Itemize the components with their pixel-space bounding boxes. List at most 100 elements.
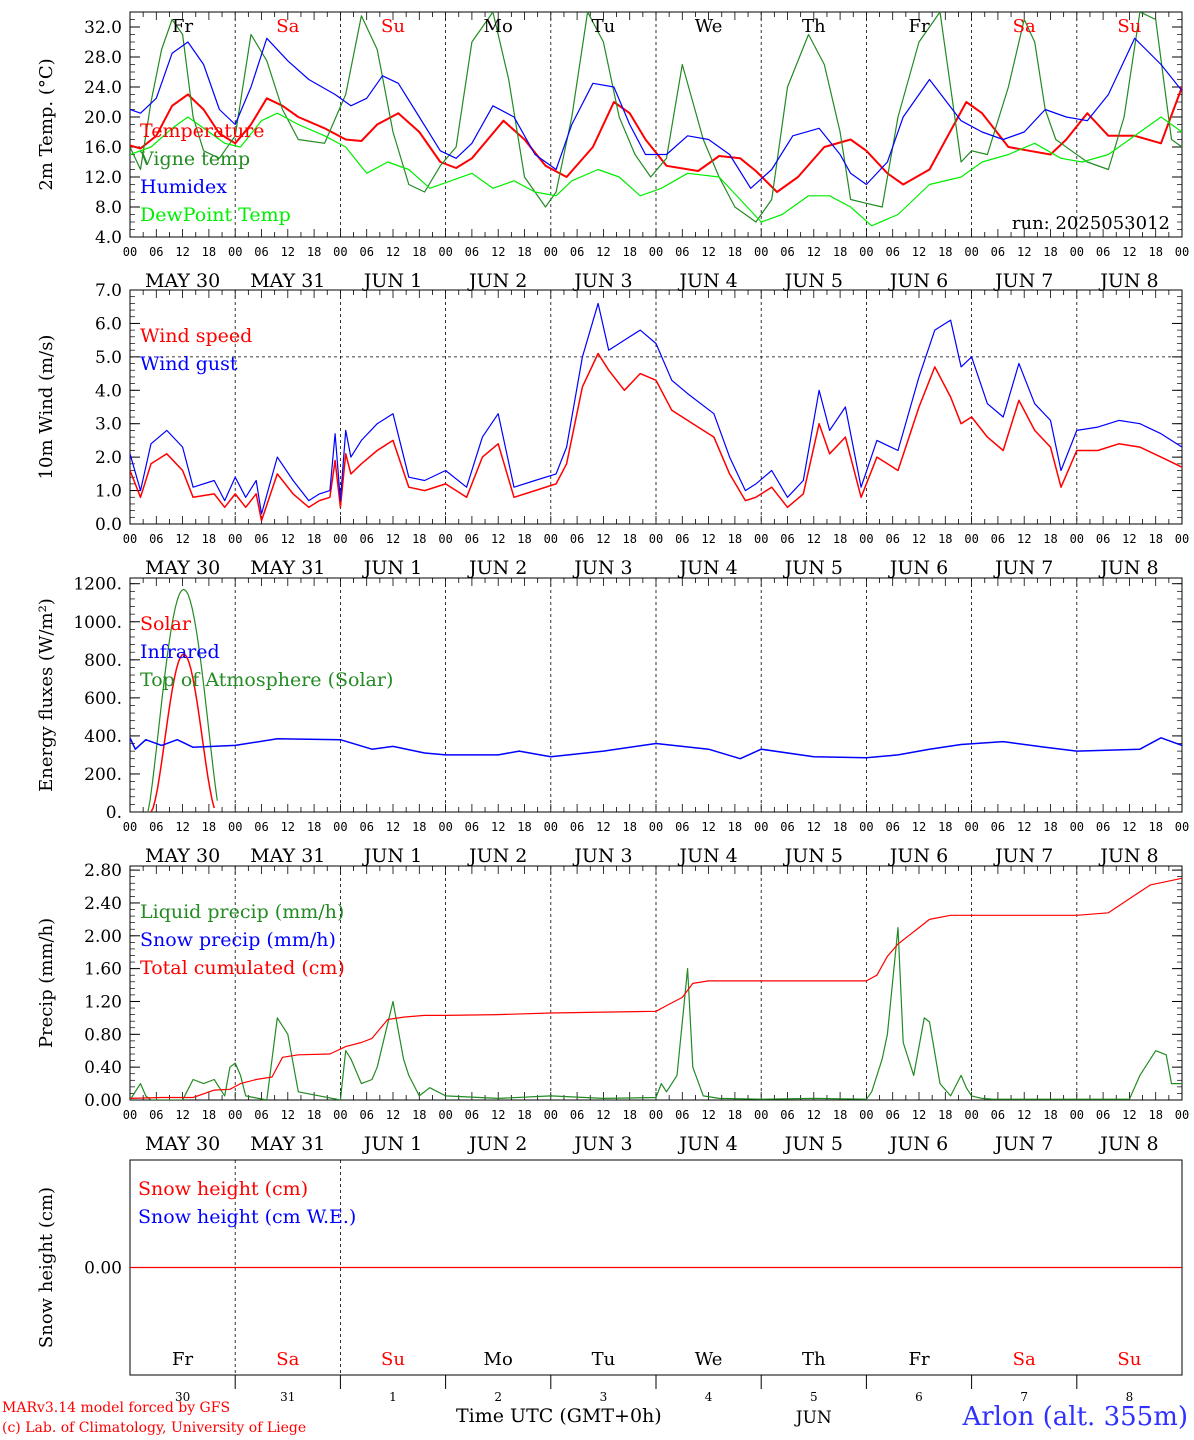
day-label: JUN 7 bbox=[993, 845, 1053, 867]
weekday-label: Mo bbox=[484, 1349, 513, 1370]
weekday-label: Tu bbox=[592, 1349, 616, 1370]
hour-tick-label: 00 bbox=[1175, 532, 1189, 546]
hour-tick-label: 00 bbox=[649, 245, 663, 259]
weekday-label: Th bbox=[802, 16, 826, 37]
weekday-label: Su bbox=[1117, 1349, 1141, 1370]
hour-tick-label: 12 bbox=[701, 820, 715, 834]
day-label: JUN 8 bbox=[1098, 845, 1158, 867]
hour-tick-label: 18 bbox=[1043, 1108, 1057, 1122]
legend-entry: Top of Atmosphere (Solar) bbox=[140, 669, 393, 691]
hour-tick-label: 00 bbox=[544, 532, 558, 546]
hour-tick-label: 18 bbox=[622, 820, 636, 834]
y-tick-label: 1.0 bbox=[95, 482, 122, 502]
series-line-dewpoint-temp bbox=[130, 112, 1182, 227]
hour-tick-label: 18 bbox=[938, 245, 952, 259]
hour-tick-label: 06 bbox=[465, 245, 479, 259]
weekday-label: Mo bbox=[484, 16, 513, 37]
hour-tick-label: 00 bbox=[438, 532, 452, 546]
x-axis-title: Time UTC (GMT+0h) bbox=[456, 1405, 662, 1427]
hour-tick-label: 18 bbox=[938, 532, 952, 546]
y-tick-label: 24.0 bbox=[84, 78, 122, 98]
hour-tick-label: 06 bbox=[675, 245, 689, 259]
hour-tick-label: 18 bbox=[1043, 532, 1057, 546]
weekday-label: Sa bbox=[276, 1349, 299, 1370]
hour-tick-label: 06 bbox=[885, 820, 899, 834]
weekday-label: Su bbox=[381, 1349, 405, 1370]
legend-entry: Snow height (cm W.E.) bbox=[138, 1206, 356, 1228]
day-label: JUN 2 bbox=[467, 1133, 527, 1155]
hour-tick-label: 12 bbox=[596, 1108, 610, 1122]
hour-tick-label: 00 bbox=[754, 820, 768, 834]
hour-tick-label: 18 bbox=[307, 1108, 321, 1122]
hour-tick-label: 18 bbox=[202, 532, 216, 546]
y-tick-label: 0. bbox=[106, 803, 122, 823]
hour-tick-label: 12 bbox=[596, 820, 610, 834]
hour-tick-label: 06 bbox=[675, 1108, 689, 1122]
legend-entry: Wind gust bbox=[140, 353, 238, 375]
y-tick-label: 2.80 bbox=[84, 861, 122, 881]
hour-tick-label: 06 bbox=[991, 532, 1005, 546]
hour-tick-label: 00 bbox=[859, 245, 873, 259]
hour-tick-label: 12 bbox=[175, 532, 189, 546]
hour-tick-label: 06 bbox=[1096, 1108, 1110, 1122]
hour-tick-label: 00 bbox=[544, 245, 558, 259]
hour-tick-label: 12 bbox=[701, 532, 715, 546]
hour-tick-label: 00 bbox=[754, 245, 768, 259]
day-label: JUN 2 bbox=[467, 270, 527, 292]
day-label: JUN 4 bbox=[677, 1133, 737, 1155]
day-label: JUN 4 bbox=[677, 270, 737, 292]
hour-tick-label: 00 bbox=[123, 532, 137, 546]
hour-tick-label: 06 bbox=[885, 245, 899, 259]
hour-tick-label: 18 bbox=[1148, 532, 1162, 546]
hour-tick-label: 18 bbox=[728, 1108, 742, 1122]
hour-tick-label: 00 bbox=[964, 245, 978, 259]
hour-tick-label: 18 bbox=[1148, 1108, 1162, 1122]
footer-model: MARv3.14 model forced by GFS bbox=[2, 1400, 231, 1416]
y-tick-label: 800. bbox=[84, 651, 122, 671]
hour-tick-label: 18 bbox=[517, 820, 531, 834]
hour-tick-label: 06 bbox=[149, 1108, 163, 1122]
legend-entry: Liquid precip (mm/h) bbox=[140, 901, 344, 923]
hour-tick-label: 06 bbox=[465, 1108, 479, 1122]
hour-tick-label: 06 bbox=[465, 532, 479, 546]
hour-tick-label: 18 bbox=[728, 532, 742, 546]
day-label: JUN 5 bbox=[783, 845, 843, 867]
y-axis-title: Energy fluxes (W/m²) bbox=[36, 598, 57, 792]
legend-entry: Infrared bbox=[140, 641, 220, 663]
y-tick-label: 0.00 bbox=[84, 1259, 122, 1279]
hour-tick-label: 18 bbox=[307, 532, 321, 546]
hour-tick-label: 18 bbox=[1148, 820, 1162, 834]
hour-tick-label: 12 bbox=[1122, 245, 1136, 259]
hour-tick-label: 18 bbox=[412, 245, 426, 259]
weekday-label: Tu bbox=[592, 16, 616, 37]
panel-2: 00 06 12 18 00 06 12 18 00 06 12 18 00 06 12 18 00 06 12 18… bbox=[36, 281, 1189, 579]
weekday-label: Fr bbox=[172, 1349, 193, 1370]
weekday-label: Fr bbox=[172, 16, 193, 37]
y-tick-label: 0.00 bbox=[84, 1091, 122, 1111]
day-number-label: 1 bbox=[389, 1390, 397, 1404]
hour-tick-label: 06 bbox=[675, 820, 689, 834]
hour-tick-label: 12 bbox=[386, 1108, 400, 1122]
y-tick-label: 32.0 bbox=[84, 18, 122, 38]
hour-tick-label: 06 bbox=[1096, 820, 1110, 834]
y-axis-title: 2m Temp. (°C) bbox=[36, 58, 57, 190]
hour-tick-label: 00 bbox=[333, 820, 347, 834]
series-line-infrared bbox=[130, 737, 1182, 760]
day-label: MAY 31 bbox=[250, 845, 325, 867]
hour-tick-label: 12 bbox=[807, 1108, 821, 1122]
hour-tick-label: 06 bbox=[991, 820, 1005, 834]
hour-tick-label: 12 bbox=[912, 245, 926, 259]
day-number-label: 4 bbox=[705, 1390, 713, 1404]
hour-tick-label: 06 bbox=[149, 245, 163, 259]
hour-tick-label: 12 bbox=[491, 245, 505, 259]
hour-tick-label: 12 bbox=[1122, 532, 1136, 546]
y-axis-title: 10m Wind (m/s) bbox=[36, 335, 57, 480]
weekday-label: Sa bbox=[276, 16, 299, 37]
hour-tick-label: 18 bbox=[938, 820, 952, 834]
day-number-label: 3 bbox=[600, 1390, 608, 1404]
y-tick-label: 5.0 bbox=[95, 348, 122, 368]
day-label: JUN 6 bbox=[888, 557, 948, 579]
hour-tick-label: 06 bbox=[359, 532, 373, 546]
hour-tick-label: 12 bbox=[175, 245, 189, 259]
hour-tick-label: 12 bbox=[701, 245, 715, 259]
